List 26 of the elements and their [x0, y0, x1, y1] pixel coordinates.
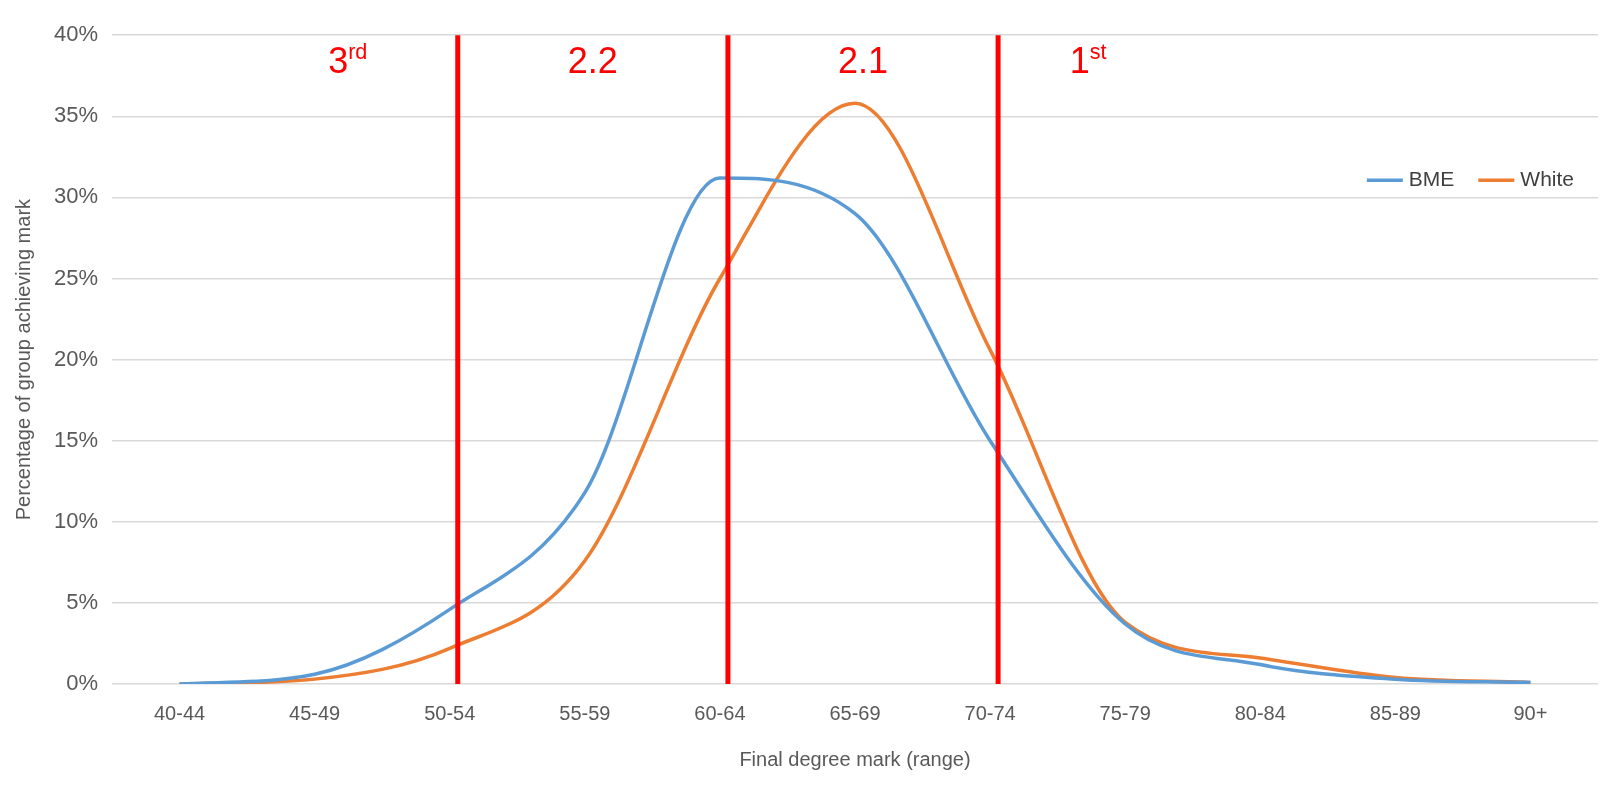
x-tick-label: 45-49: [289, 701, 341, 724]
x-tick-label: 40-44: [154, 701, 206, 724]
y-tick-label: 15%: [53, 426, 99, 452]
y-tick-label: 25%: [53, 264, 99, 290]
y-axis-title: Percentage of group achieving mark: [11, 197, 34, 521]
y-tick-label: 20%: [53, 345, 99, 371]
x-tick-label: 75-79: [1099, 701, 1151, 724]
legend-label: BME: [1408, 167, 1455, 190]
x-axis-title: Final degree mark (range): [739, 747, 971, 770]
x-tick-label: 85-89: [1369, 701, 1421, 724]
y-tick-label: 30%: [53, 183, 99, 209]
x-tick-label: 65-69: [829, 701, 881, 724]
y-tick-label: 5%: [66, 588, 99, 614]
annotation: 2.2: [567, 40, 618, 82]
legend-label: White: [1520, 167, 1575, 190]
y-tick-label: 0%: [66, 670, 99, 696]
x-tick-label: 70-74: [964, 701, 1016, 724]
x-tick-label: 55-59: [559, 701, 611, 724]
y-tick-label: 40%: [53, 21, 99, 47]
y-tick-label: 35%: [53, 102, 99, 128]
x-tick-label: 50-54: [424, 701, 476, 724]
x-tick-label: 80-84: [1234, 701, 1286, 724]
y-tick-label: 10%: [53, 507, 99, 533]
x-tick-label: 60-64: [694, 701, 746, 724]
x-tick-label: 90+: [1513, 701, 1548, 724]
annotation: 2.1: [837, 40, 889, 82]
